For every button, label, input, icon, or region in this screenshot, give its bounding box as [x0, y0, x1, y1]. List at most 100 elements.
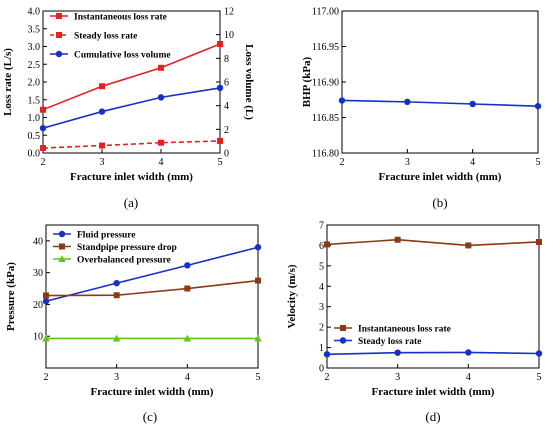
data-point	[323, 351, 331, 358]
x-tick-label: 4	[466, 372, 471, 383]
y-axis-title: Velocity (m/s)	[286, 264, 298, 328]
plot-frame	[326, 224, 540, 369]
data-point	[99, 142, 105, 149]
data-point	[157, 94, 165, 101]
data-point	[39, 124, 47, 132]
legend-label: Cumulative loss volume	[74, 51, 171, 61]
x-axis-title: Fracture inlet width (mm)	[379, 171, 502, 183]
y-right-axis-title: Loss volume (L)	[243, 44, 255, 120]
legend-swatch-marker	[56, 32, 62, 38]
legend: Instantaneous loss rate Steady loss rate	[334, 325, 451, 347]
y-tick-label: 116.90	[312, 78, 339, 89]
x-axis-title: Fracture inlet width (mm)	[91, 386, 214, 398]
y-tick-label: 4	[319, 282, 324, 293]
y-tick-label: 30	[33, 268, 43, 279]
y-tick-label: 4.0	[28, 7, 41, 18]
legend-swatch-marker	[58, 230, 66, 238]
legend-swatch-marker	[56, 13, 62, 19]
y-axis-title: BHP (kPa)	[301, 56, 313, 107]
data-point	[465, 242, 472, 249]
data-point	[42, 298, 50, 305]
y-tick-label: 116.85	[312, 113, 339, 124]
y-right-tick-label: 10	[224, 30, 234, 41]
y-tick-label: 3.5	[28, 24, 41, 35]
legend: Instantaneous loss rate Steady loss rate C…	[50, 13, 171, 61]
x-tick-label: 2	[325, 372, 330, 383]
data-point	[113, 279, 120, 287]
x-tick-label: 5	[218, 157, 223, 168]
series-line-2	[42, 140, 221, 149]
series-line-1	[42, 43, 221, 111]
y-right-tick-label: 6	[224, 78, 229, 89]
legend-label: Instantaneous loss rate	[358, 325, 451, 335]
x-tick-label: 5	[536, 157, 541, 168]
series-line-1	[45, 246, 259, 303]
y-tick-label: 40	[33, 236, 43, 247]
data-point	[465, 349, 472, 356]
chart-panel-4: 2 3 4 5 0 1 2 3 4 5 6 7 Fracture inlet width (mm) Vel…	[286, 221, 543, 424]
legend-swatch-marker	[55, 50, 63, 58]
legend-label: Instantaneous loss rate	[74, 13, 167, 23]
data-point	[404, 98, 411, 106]
data-point	[217, 41, 223, 48]
chart-panel-3: 2 3 4 5 10 20 30 40 Fracture inlet width (mm) Pre…	[5, 224, 262, 424]
legend-swatch-marker	[340, 325, 346, 331]
data-point	[184, 262, 191, 269]
chart-panel-1: 2 3 4 5 0.0 0.5 1.0 1.5 2.0 2.5 3.0 3.5 4.0 0 2 4 6 8 10 12…	[2, 7, 255, 211]
y-tick-label: 1.5	[28, 95, 41, 106]
y-tick-label: 3.0	[28, 42, 41, 53]
y-tick-label: 10	[33, 332, 43, 343]
data-point	[217, 137, 223, 144]
x-tick-label: 3	[114, 372, 119, 383]
x-axis-title: Fracture inlet width (mm)	[70, 171, 193, 183]
y-tick-label: 1	[319, 343, 324, 354]
data-point	[255, 277, 261, 284]
x-tick-label: 5	[537, 372, 542, 383]
legend-swatch-marker	[339, 337, 347, 344]
chart-panel-2: 2 3 4 5 116.80 116.85 116.90 116.95 117.00 Fractu…	[301, 7, 542, 210]
series-line-3	[42, 87, 221, 129]
data-point	[394, 236, 401, 243]
y-tick-label: 5	[319, 261, 324, 272]
legend-label: Fluid pressure	[77, 231, 136, 241]
data-point	[394, 349, 401, 356]
panel-tag: (c)	[143, 409, 157, 424]
data-point	[113, 292, 120, 299]
y-tick-label: 1.0	[28, 113, 41, 124]
legend-swatch-marker	[59, 243, 65, 250]
data-point	[216, 84, 224, 92]
data-point	[42, 334, 50, 342]
data-point	[40, 106, 46, 113]
data-point	[40, 145, 46, 152]
legend-label: Steady loss rate	[74, 32, 137, 42]
y-axis-title: Pressure (kPa)	[5, 262, 17, 331]
y-right-tick-label: 12	[224, 7, 234, 18]
data-point	[112, 334, 121, 342]
data-point	[536, 238, 542, 245]
data-point	[184, 285, 191, 292]
x-tick-label: 2	[340, 157, 345, 168]
y-right-tick-label: 8	[224, 54, 229, 65]
x-tick-label: 5	[256, 372, 261, 383]
x-tick-label: 3	[100, 157, 105, 168]
data-point	[254, 244, 262, 251]
panel-tag: (b)	[432, 195, 447, 210]
series-line-1	[341, 99, 539, 107]
y-tick-label: 0.0	[28, 149, 41, 160]
y-tick-label: 116.95	[312, 42, 339, 53]
x-tick-label: 2	[41, 157, 46, 168]
x-tick-label: 4	[470, 157, 475, 168]
y-right-tick-label: 4	[224, 101, 229, 112]
y-tick-label: 6	[319, 241, 324, 252]
y-tick-label: 2	[319, 323, 324, 334]
data-point	[535, 350, 543, 357]
data-point	[338, 97, 346, 104]
y-tick-label: 2.0	[28, 78, 41, 89]
legend-label: Steady loss rate	[358, 337, 421, 347]
x-tick-label: 2	[44, 372, 49, 383]
series-line-2	[326, 351, 540, 356]
legend-swatch-marker	[58, 255, 66, 262]
legend-label: Overbalanced pressure	[77, 256, 171, 266]
plot-frame	[341, 10, 539, 154]
